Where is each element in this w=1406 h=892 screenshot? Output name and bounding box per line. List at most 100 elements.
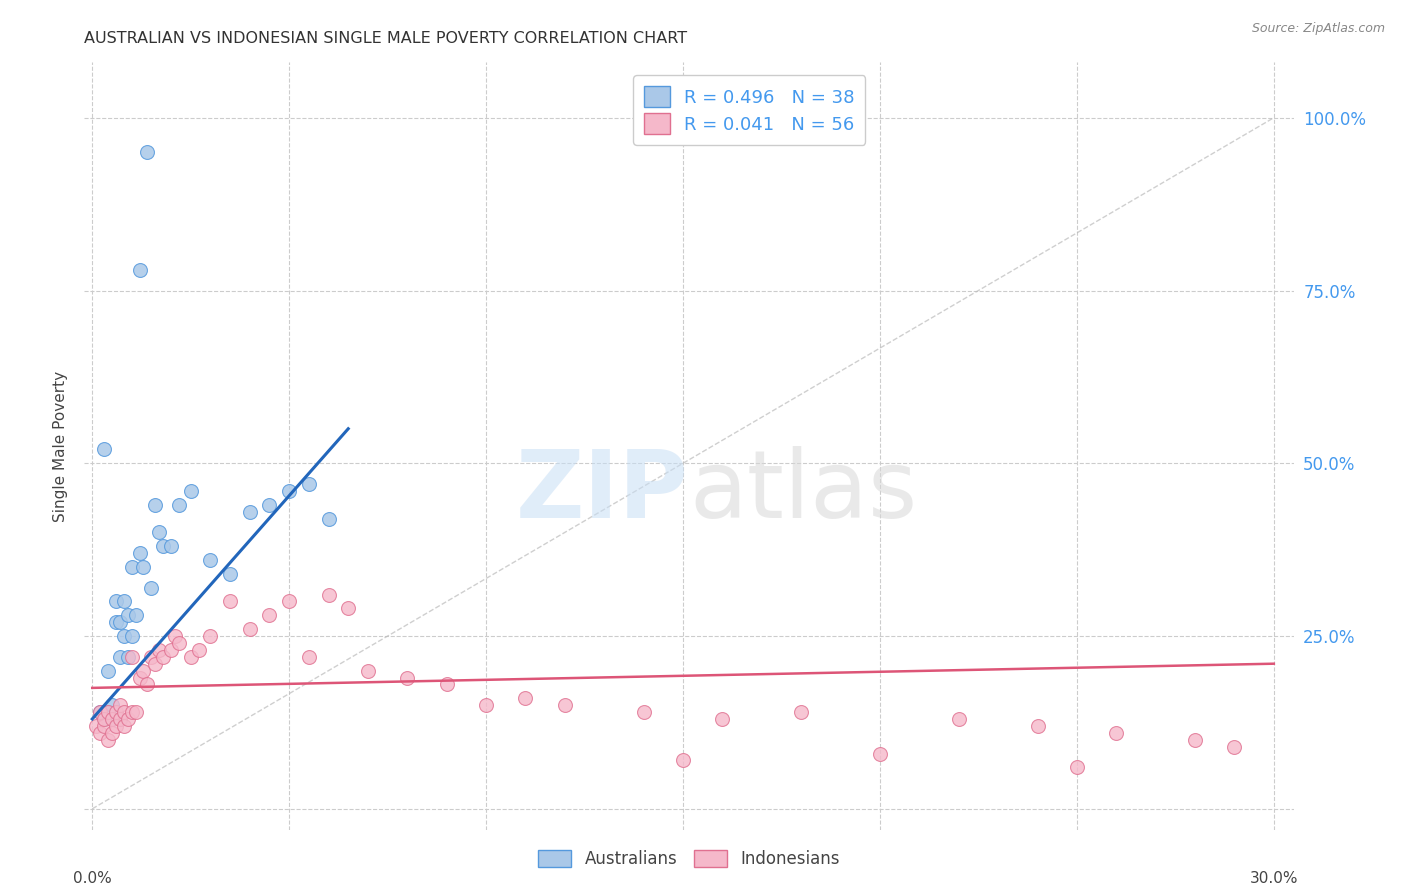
Point: [554, 698, 576, 713]
Point: [104, 719, 127, 733]
Point: [672, 754, 695, 768]
Text: Source: ZipAtlas.com: Source: ZipAtlas.com: [1251, 22, 1385, 36]
Point: [298, 649, 321, 664]
Point: [108, 698, 131, 713]
Point: [97, 664, 120, 678]
Point: [108, 712, 131, 726]
Point: [239, 622, 262, 636]
Point: [128, 262, 150, 277]
Point: [141, 649, 163, 664]
Text: 30.0%: 30.0%: [1250, 871, 1298, 886]
Point: [180, 649, 202, 664]
Point: [101, 712, 124, 726]
Point: [112, 705, 135, 719]
Point: [1026, 719, 1049, 733]
Point: [239, 505, 262, 519]
Point: [167, 498, 190, 512]
Point: [124, 705, 146, 719]
Point: [790, 705, 813, 719]
Point: [104, 594, 127, 608]
Point: [84, 719, 107, 733]
Point: [1105, 726, 1128, 740]
Point: [948, 712, 970, 726]
Text: 0.0%: 0.0%: [73, 871, 111, 886]
Point: [278, 594, 301, 608]
Point: [1184, 732, 1206, 747]
Point: [396, 671, 419, 685]
Point: [124, 608, 146, 623]
Text: ZIP: ZIP: [516, 446, 689, 538]
Point: [259, 608, 281, 623]
Point: [152, 539, 174, 553]
Point: [93, 719, 115, 733]
Point: [187, 643, 209, 657]
Point: [108, 615, 131, 630]
Point: [160, 643, 183, 657]
Point: [167, 636, 190, 650]
Point: [93, 442, 115, 457]
Point: [121, 560, 143, 574]
Point: [136, 145, 159, 160]
Point: [108, 712, 131, 726]
Point: [143, 657, 166, 671]
Point: [101, 726, 124, 740]
Point: [1066, 760, 1088, 774]
Point: [101, 712, 124, 726]
Point: [128, 546, 150, 560]
Point: [259, 498, 281, 512]
Point: [117, 649, 139, 664]
Text: AUSTRALIAN VS INDONESIAN SINGLE MALE POVERTY CORRELATION CHART: AUSTRALIAN VS INDONESIAN SINGLE MALE POV…: [84, 31, 688, 46]
Point: [357, 664, 380, 678]
Point: [89, 705, 111, 719]
Point: [475, 698, 498, 713]
Point: [200, 553, 222, 567]
Point: [160, 539, 183, 553]
Point: [112, 629, 135, 643]
Text: atlas: atlas: [689, 446, 917, 538]
Point: [337, 601, 360, 615]
Point: [97, 732, 120, 747]
Point: [318, 511, 340, 525]
Point: [117, 608, 139, 623]
Point: [298, 477, 321, 491]
Point: [121, 649, 143, 664]
Point: [104, 705, 127, 719]
Point: [152, 649, 174, 664]
Point: [163, 629, 186, 643]
Point: [93, 712, 115, 726]
Point: [1223, 739, 1246, 754]
Point: [101, 698, 124, 713]
Point: [104, 705, 127, 719]
Point: [97, 705, 120, 719]
Point: [219, 566, 242, 581]
Point: [121, 629, 143, 643]
Y-axis label: Single Male Poverty: Single Male Poverty: [53, 370, 69, 522]
Point: [132, 560, 155, 574]
Point: [436, 677, 458, 691]
Point: [180, 483, 202, 498]
Point: [136, 677, 159, 691]
Point: [869, 747, 891, 761]
Point: [633, 705, 655, 719]
Point: [148, 643, 170, 657]
Point: [200, 629, 222, 643]
Point: [318, 588, 340, 602]
Point: [108, 649, 131, 664]
Point: [112, 594, 135, 608]
Point: [132, 664, 155, 678]
Point: [143, 498, 166, 512]
Point: [711, 712, 734, 726]
Legend: Australians, Indonesians: Australians, Indonesians: [531, 844, 846, 875]
Point: [121, 705, 143, 719]
Point: [128, 671, 150, 685]
Point: [141, 581, 163, 595]
Point: [148, 525, 170, 540]
Point: [93, 712, 115, 726]
Point: [278, 483, 301, 498]
Point: [112, 719, 135, 733]
Point: [89, 705, 111, 719]
Point: [219, 594, 242, 608]
Point: [515, 691, 537, 706]
Point: [104, 615, 127, 630]
Point: [89, 726, 111, 740]
